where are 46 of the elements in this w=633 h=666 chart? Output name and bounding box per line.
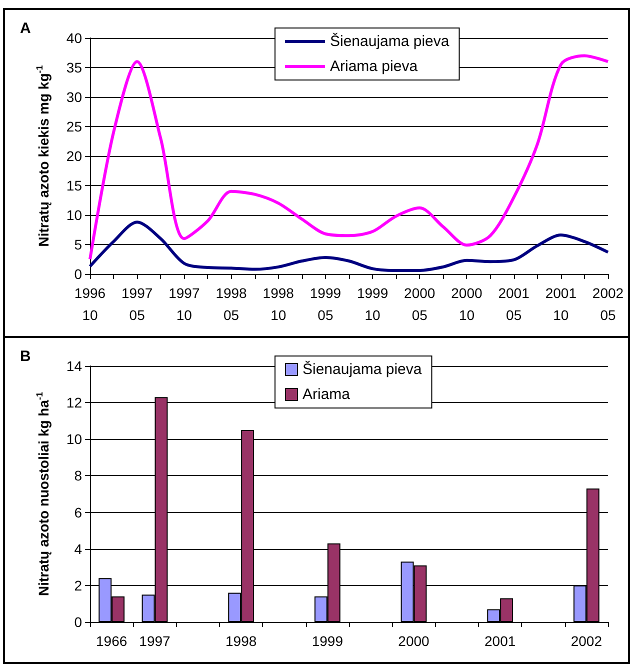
x-tick-label: 2000 05 [404,285,436,323]
y-tick-label: 4 [74,540,82,557]
y-tick-label: 10 [66,431,82,448]
x-tick-label: 1997 [139,633,171,649]
x-tick-label: 2002 05 [592,285,624,323]
y-tick-label: 2 [74,577,82,594]
x-tick-label: 1998 10 [262,285,294,323]
x-tick-label: 1998 [226,633,257,649]
y-tick-label: 40 [66,30,82,46]
x-tick-label: 2001 05 [498,285,530,323]
y-tick-label: 0 [74,614,82,630]
line-series [88,220,610,272]
y-tick-label: 12 [66,394,82,411]
y-tick-label: 25 [66,118,82,134]
x-tick-label: 1999 05 [310,285,342,323]
x-tick-label: 1999 10 [356,285,388,323]
x-tick-label: 1997 05 [122,285,153,323]
legend-label: Ariama [302,386,351,403]
y-tick-label: 8 [74,468,82,484]
y-tick-label: 15 [66,178,82,194]
chart-title: A [20,20,31,37]
y-tick-label: 14 [66,358,82,374]
legend-label: Šienaujama pieva [302,360,422,378]
x-tick-label: 2000 10 [451,285,483,323]
legend-label: Šienaujama pieva [330,32,450,50]
y-tick-label: 35 [66,60,82,76]
x-tick-label: 2000 [398,633,430,649]
x-tick-label: 2001 10 [545,285,577,323]
y-tick-label: 0 [74,266,82,282]
x-tick-label: 1998 05 [216,285,248,323]
y-tick-label: 6 [74,504,82,520]
line-series [88,54,610,261]
x-tick-label: 2002 [570,633,602,649]
x-tick-label: 1997 10 [168,285,200,323]
y-axis-title: Nitratų azoto kiekis mg kg-1 [34,65,52,247]
y-tick-label: 10 [66,207,82,223]
y-tick-label: 20 [66,148,82,164]
x-tick-label: 1996 10 [74,285,106,323]
y-tick-label: 30 [66,89,82,105]
x-tick-label: 2001 [484,633,516,649]
x-tick-label: 1966 [96,633,128,649]
y-axis-title: Nitratų azoto nuostoliai kg ha-1 [34,392,52,596]
legend-label: Ariama pieva [330,58,418,75]
chart-title: B [20,348,31,365]
y-tick-label: 5 [74,236,82,252]
x-tick-label: 1999 [312,633,344,649]
